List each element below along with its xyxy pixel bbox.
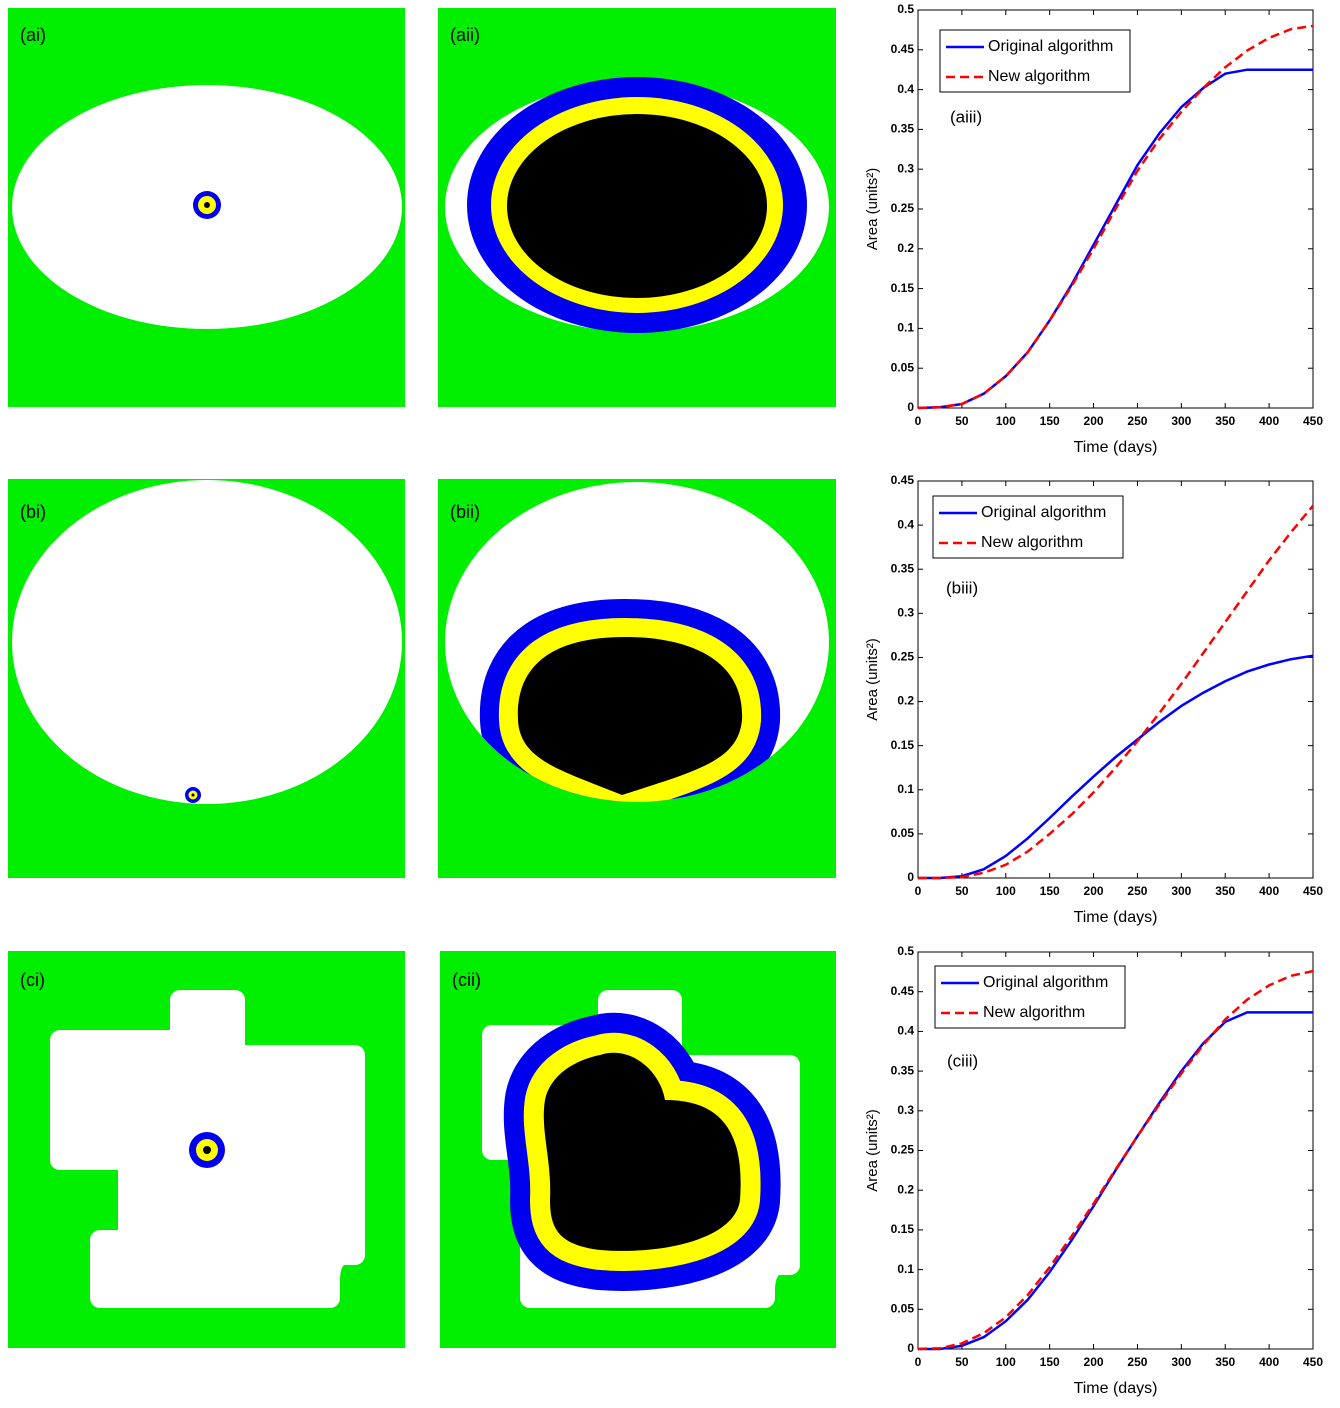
legend-label: New algorithm bbox=[983, 1004, 1085, 1021]
x-axis-label: Time (days) bbox=[1074, 1380, 1158, 1397]
x-tick-label: 250 bbox=[1127, 414, 1147, 428]
y-tick-label: 0.3 bbox=[897, 606, 914, 620]
legend-label: New algorithm bbox=[988, 68, 1090, 85]
y-tick-label: 0.1 bbox=[897, 321, 914, 335]
y-tick-label: 0.4 bbox=[897, 82, 914, 96]
x-tick-label: 50 bbox=[955, 884, 969, 898]
y-tick-label: 0.4 bbox=[897, 517, 914, 531]
y-tick-label: 0.45 bbox=[891, 984, 915, 998]
x-tick-label: 0 bbox=[915, 414, 922, 428]
y-tick-label: 0.1 bbox=[897, 1262, 914, 1276]
y-tick-label: 0 bbox=[907, 1341, 914, 1355]
page: (ai) (aii) (bi) (bii) (ci) (cii) 0 50 100 1… bbox=[0, 0, 1340, 1408]
x-tick-label: 150 bbox=[1040, 414, 1060, 428]
x-tick-label: 50 bbox=[955, 1355, 969, 1369]
x-axis-label: Time (days) bbox=[1074, 439, 1158, 456]
x-tick-label: 100 bbox=[996, 1355, 1016, 1369]
y-tick-label: 0.15 bbox=[891, 738, 915, 752]
x-tick-label: 150 bbox=[1040, 884, 1060, 898]
x-tick-label: 400 bbox=[1259, 414, 1279, 428]
x-tick-label: 300 bbox=[1171, 414, 1191, 428]
y-tick-label: 0.45 bbox=[891, 42, 915, 56]
y-tick-label: 0.35 bbox=[891, 122, 915, 136]
y-tick-label: 0.1 bbox=[897, 782, 914, 796]
y-tick-label: 0.35 bbox=[891, 561, 915, 575]
x-tick-label: 200 bbox=[1084, 884, 1104, 898]
figure: (ai) (aii) (bi) (bii) (ci) (cii) 0 50 100 1… bbox=[0, 0, 1340, 1403]
image-panel bbox=[438, 479, 836, 878]
legend-label: New algorithm bbox=[981, 534, 1083, 551]
x-tick-label: 350 bbox=[1215, 414, 1235, 428]
y-axis-label: Area (units²) bbox=[864, 638, 881, 721]
legend-label: Original algorithm bbox=[983, 974, 1108, 991]
y-tick-label: 0.5 bbox=[897, 944, 914, 958]
y-tick-label: 0.35 bbox=[891, 1063, 915, 1077]
image-panel bbox=[438, 8, 836, 407]
y-tick-label: 0.15 bbox=[891, 281, 915, 295]
y-tick-label: 0 bbox=[907, 400, 914, 414]
x-tick-label: 350 bbox=[1215, 884, 1235, 898]
panel-label: (ai) bbox=[20, 25, 46, 45]
y-tick-label: 0 bbox=[907, 870, 914, 884]
panel-label: (ci) bbox=[20, 970, 45, 990]
image-panel bbox=[440, 951, 836, 1348]
y-tick-label: 0.05 bbox=[891, 826, 915, 840]
y-tick-label: 0.3 bbox=[897, 1103, 914, 1117]
x-tick-label: 150 bbox=[1040, 1355, 1060, 1369]
panel-label: (bi) bbox=[20, 502, 46, 522]
x-tick-label: 250 bbox=[1127, 1355, 1147, 1369]
image-panel bbox=[8, 951, 405, 1348]
legend-label: Original algorithm bbox=[981, 504, 1106, 521]
y-tick-label: 0.5 bbox=[897, 2, 914, 16]
y-tick-label: 0.05 bbox=[891, 360, 915, 374]
y-tick-label: 0.4 bbox=[897, 1024, 914, 1038]
y-tick-label: 0.45 bbox=[891, 473, 915, 487]
x-tick-label: 350 bbox=[1215, 1355, 1235, 1369]
image-panel bbox=[8, 479, 405, 878]
x-axis-label: Time (days) bbox=[1074, 909, 1158, 926]
annotation: (biii) bbox=[946, 578, 978, 597]
x-tick-label: 450 bbox=[1303, 884, 1323, 898]
x-tick-label: 200 bbox=[1084, 1355, 1104, 1369]
x-tick-label: 300 bbox=[1171, 884, 1191, 898]
panel-label: (cii) bbox=[452, 970, 481, 990]
y-tick-label: 0.3 bbox=[897, 161, 914, 175]
x-tick-label: 200 bbox=[1084, 414, 1104, 428]
y-tick-label: 0.2 bbox=[897, 1182, 914, 1196]
y-axis-label: Area (units²) bbox=[864, 168, 881, 251]
y-tick-label: 0.05 bbox=[891, 1301, 915, 1315]
x-tick-label: 450 bbox=[1303, 414, 1323, 428]
x-tick-label: 0 bbox=[915, 1355, 922, 1369]
panel-label: (bii) bbox=[450, 502, 480, 522]
y-tick-label: 0.25 bbox=[891, 650, 915, 664]
y-tick-label: 0.2 bbox=[897, 241, 914, 255]
y-tick-label: 0.15 bbox=[891, 1222, 915, 1236]
annotation: (ciii) bbox=[947, 1051, 978, 1070]
image-panel bbox=[8, 8, 405, 407]
x-tick-label: 300 bbox=[1171, 1355, 1191, 1369]
y-tick-label: 0.25 bbox=[891, 1143, 915, 1157]
x-tick-label: 450 bbox=[1303, 1355, 1323, 1369]
y-tick-label: 0.2 bbox=[897, 694, 914, 708]
x-tick-label: 50 bbox=[955, 414, 969, 428]
panel-label: (aii) bbox=[450, 25, 480, 45]
annotation: (aiii) bbox=[950, 107, 982, 126]
y-tick-label: 0.25 bbox=[891, 201, 915, 215]
x-tick-label: 100 bbox=[996, 414, 1016, 428]
x-tick-label: 0 bbox=[915, 884, 922, 898]
x-tick-label: 100 bbox=[996, 884, 1016, 898]
legend-label: Original algorithm bbox=[988, 38, 1113, 55]
y-axis-label: Area (units²) bbox=[864, 1109, 881, 1192]
x-tick-label: 400 bbox=[1259, 884, 1279, 898]
x-tick-label: 400 bbox=[1259, 1355, 1279, 1369]
x-tick-label: 250 bbox=[1127, 884, 1147, 898]
